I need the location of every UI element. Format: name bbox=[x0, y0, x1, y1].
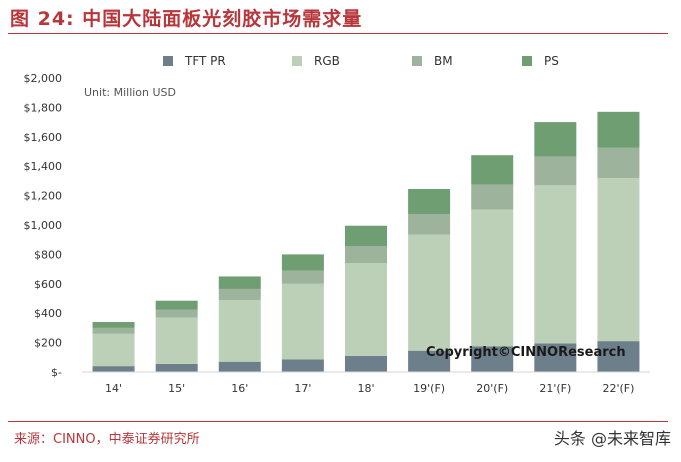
bar-segment-bm bbox=[597, 147, 640, 178]
source-note: 来源：CINNO，中泰证券研究所 bbox=[14, 432, 200, 447]
x-tick-label: 21'(F) bbox=[539, 382, 571, 395]
bar-segment-rgb bbox=[471, 209, 514, 347]
footer-rule bbox=[8, 421, 668, 422]
bar-segment-rgb bbox=[155, 317, 198, 364]
bar-segment-rgb bbox=[408, 234, 451, 351]
bar-segment-bm bbox=[471, 184, 514, 210]
x-tick-label: 20'(F) bbox=[476, 382, 508, 395]
x-tick-label: 14' bbox=[105, 382, 122, 395]
bar-segment-bm bbox=[534, 156, 577, 186]
bars-layer bbox=[92, 111, 640, 372]
watermark-text: 头条 @未来智库 bbox=[553, 429, 671, 448]
x-axis: 14' 15' 16' 17' 18' 19'(F) 20'(F) 21'(F) 22'(F) bbox=[82, 371, 650, 395]
bar-segment-ps bbox=[597, 111, 640, 148]
y-tick-label: $400 bbox=[34, 307, 62, 320]
bar-segment-rgb bbox=[597, 177, 640, 342]
legend-item-ps: PS bbox=[522, 54, 559, 68]
x-tick-label: 17' bbox=[294, 382, 311, 395]
x-tick-label: 18' bbox=[357, 382, 374, 395]
y-tick-label: $200 bbox=[34, 337, 62, 350]
bar-segment-tft-pr bbox=[534, 343, 577, 372]
y-tick-label: $1,800 bbox=[24, 101, 63, 114]
bar-segment-rgb bbox=[281, 283, 324, 360]
legend-swatch-tft-pr bbox=[163, 56, 173, 66]
bar-segment-ps bbox=[345, 225, 387, 247]
bar-segment-tft-pr bbox=[281, 359, 324, 372]
legend-item-rgb: RGB bbox=[292, 54, 340, 68]
chart-legend: TFT PR RGB BM PS bbox=[0, 54, 681, 70]
legend-label-tft-pr: TFT PR bbox=[185, 54, 226, 68]
bar-segment-ps bbox=[92, 322, 135, 328]
bar-segment-rgb bbox=[534, 185, 577, 344]
y-tick-label: $1,000 bbox=[24, 219, 63, 232]
legend-label-ps: PS bbox=[544, 54, 559, 68]
figure-title: 图 24: 中国大陆面板光刻胶市场需求量 bbox=[10, 8, 363, 30]
y-tick-label: $600 bbox=[34, 278, 62, 291]
bar-segment-rgb bbox=[345, 263, 387, 356]
y-tick-label: $1,200 bbox=[24, 190, 63, 203]
bar-segment-bm bbox=[345, 246, 387, 264]
bar-segment-bm bbox=[155, 309, 198, 318]
bar-segment-tft-pr bbox=[597, 341, 640, 372]
bar-segment-ps bbox=[471, 155, 514, 185]
legend-item-tft-pr: TFT PR bbox=[163, 54, 226, 68]
bar-segment-bm bbox=[281, 270, 324, 284]
bar-segment-tft-pr bbox=[408, 350, 451, 372]
legend-label-rgb: RGB bbox=[314, 54, 340, 68]
bar-segment-tft-pr bbox=[92, 366, 135, 372]
legend-swatch-bm bbox=[412, 56, 422, 66]
y-tick-label: $800 bbox=[34, 248, 62, 261]
bar-segment-bm bbox=[408, 213, 451, 235]
y-axis: $- $200 $400 $600 $800 $1,000 $1,200 $1,400 $1,6… bbox=[24, 72, 63, 379]
y-tick-label: $- bbox=[51, 366, 62, 379]
x-tick-label: 19'(F) bbox=[413, 382, 445, 395]
legend-item-bm: BM bbox=[412, 54, 453, 68]
x-tick-label: 16' bbox=[231, 382, 248, 395]
x-tick-label: 15' bbox=[168, 382, 185, 395]
bar-segment-tft-pr bbox=[345, 355, 387, 372]
bar-segment-tft-pr bbox=[155, 363, 198, 372]
bar-segment-ps bbox=[408, 188, 451, 214]
bar-segment-tft-pr bbox=[218, 361, 261, 372]
bar-segment-ps bbox=[218, 276, 261, 289]
bar-segment-ps bbox=[155, 300, 198, 310]
bar-segment-rgb bbox=[92, 333, 135, 367]
bar-segment-tft-pr bbox=[471, 346, 514, 372]
title-rule bbox=[8, 33, 668, 34]
y-tick-label: $2,000 bbox=[24, 72, 63, 85]
unit-note: Unit: Million USD bbox=[84, 86, 176, 99]
legend-label-bm: BM bbox=[434, 54, 453, 68]
copyright-overlay: Copyright©CINNOResearch bbox=[426, 345, 626, 360]
bar-segment-ps bbox=[281, 254, 324, 271]
bar-segment-bm bbox=[218, 288, 261, 300]
y-tick-label: $1,600 bbox=[24, 131, 63, 144]
bar-segment-bm bbox=[92, 327, 135, 334]
x-tick-label: 22'(F) bbox=[602, 382, 634, 395]
y-tick-label: $1,400 bbox=[24, 160, 63, 173]
bar-segment-rgb bbox=[218, 299, 261, 362]
legend-swatch-ps bbox=[522, 56, 532, 66]
legend-swatch-rgb bbox=[292, 56, 302, 66]
bar-segment-ps bbox=[534, 122, 577, 157]
